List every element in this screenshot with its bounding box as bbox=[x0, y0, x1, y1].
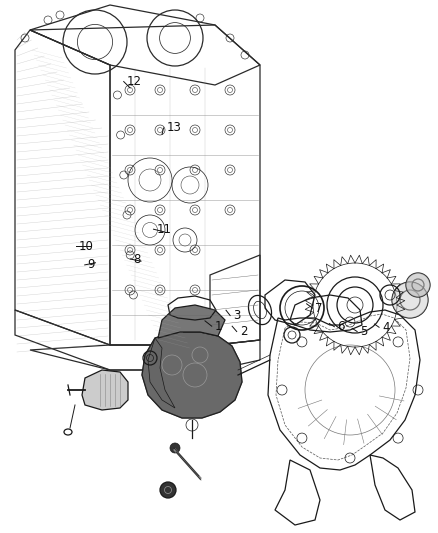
Text: 5: 5 bbox=[360, 325, 367, 338]
Polygon shape bbox=[148, 338, 175, 408]
Circle shape bbox=[406, 273, 430, 297]
Circle shape bbox=[160, 482, 176, 498]
Text: 1: 1 bbox=[215, 320, 222, 333]
Text: 13: 13 bbox=[166, 122, 181, 134]
Text: 11: 11 bbox=[156, 223, 172, 236]
Text: 12: 12 bbox=[127, 75, 142, 88]
Circle shape bbox=[170, 443, 180, 453]
Circle shape bbox=[392, 282, 428, 318]
Polygon shape bbox=[142, 332, 242, 418]
Text: 6: 6 bbox=[337, 320, 345, 333]
Text: 3: 3 bbox=[233, 309, 240, 322]
Text: 10: 10 bbox=[79, 240, 94, 253]
Text: 9: 9 bbox=[88, 259, 95, 271]
Text: 7: 7 bbox=[315, 302, 323, 314]
Polygon shape bbox=[142, 332, 242, 418]
Text: 4: 4 bbox=[382, 321, 389, 334]
Polygon shape bbox=[158, 305, 225, 338]
Text: 8: 8 bbox=[133, 253, 141, 265]
Text: 2: 2 bbox=[240, 325, 247, 338]
Polygon shape bbox=[82, 370, 128, 410]
